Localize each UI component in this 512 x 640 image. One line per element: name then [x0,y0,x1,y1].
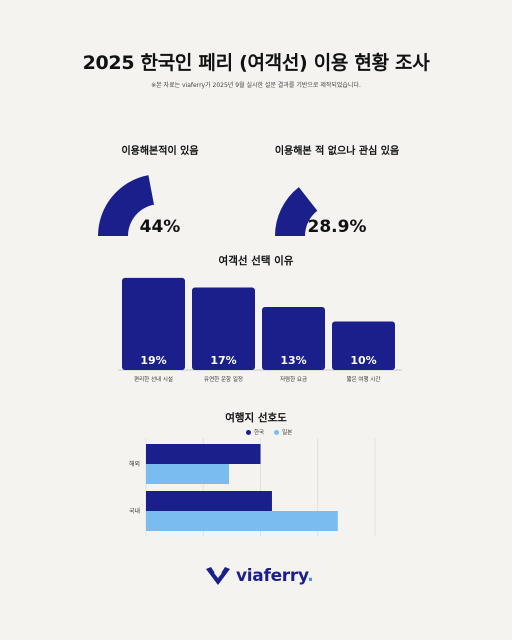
reasons-bar-value-label: 19% [140,354,166,367]
reasons-bar [192,287,255,370]
legend-item-korea: 한국 [246,428,264,436]
viaferry-logo-icon [206,567,230,585]
legend-item-japan: 일본 [274,428,292,436]
reasons-category-label: 편리한 선내 시설 [134,375,173,383]
preference-bar-japan [146,464,230,484]
logo-wordmark: viaferry [236,566,308,586]
preference-bar-korea [146,491,272,511]
legend-swatch-japan [274,429,280,435]
reasons-bar-value-label: 17% [210,354,236,367]
preference-bar-korea [146,444,261,464]
preference-category-label: 해외 [129,460,140,468]
reasons-bar [332,321,395,370]
reasons-bar [122,277,185,370]
logo-text: viaferry. [236,566,314,586]
preference-bar-japan [146,511,338,531]
preference-chart-title: 여행지 선호도 [225,412,287,424]
page-subtitle: ※본 자료는 viaferry가 2025년 9월 실시한 설문 결과를 기반으… [151,82,361,89]
legend-label-korea: 한국 [254,430,265,436]
legend-swatch-korea [246,429,251,435]
gauge-1-value-label: 44% [140,217,181,237]
gauge-2-title: 이용해본 적 없으나 관심 있음 [274,146,400,157]
reasons-bar [262,306,325,370]
reasons-category-label: 저렴한 요금 [280,375,307,383]
reasons-bar-value-label: 10% [350,354,376,367]
reasons-category-label: 유연한 운항 일정 [204,375,243,383]
gauge-1-title: 이용해본적이 있음 [121,146,199,157]
reasons-bar-chart: 19% 편리한 선내 시설 17% 유연한 운항 일정 13% 저렴한 요금 10% 짧은 여… [118,277,402,383]
page-title: 2025 한국인 페리 (여객선) 이용 현황 조사 [82,52,430,74]
preference-legend: 한국 일본 [246,428,292,436]
gauge-2-chart: 28.9% [275,187,367,237]
reasons-category-label: 짧은 여행 시간 [347,375,381,383]
gauge-1-arc [98,175,155,236]
gauge-2-value-label: 28.9% [308,217,367,237]
preference-category-label: 국내 [129,507,140,515]
reasons-bar-value-label: 13% [280,354,306,367]
gauge-2-arc [275,187,318,236]
gauge-1-chart: 44% [98,175,181,237]
legend-label-japan: 일본 [282,430,293,436]
logo-dot: . [307,566,314,586]
brand-logo: viaferry. [205,566,314,586]
reasons-chart-title: 여객선 선택 이유 [218,255,294,267]
